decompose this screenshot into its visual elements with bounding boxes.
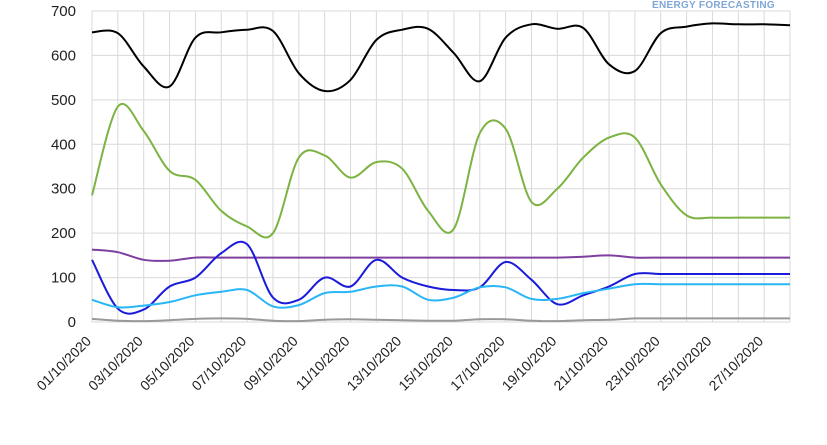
series-line-4 [91,240,790,315]
y-tick-label: 200 [51,225,76,242]
x-tick-label: 03/10/2020 [85,333,146,394]
x-tick-label: 23/10/2020 [602,333,663,394]
y-tick-label: 700 [51,3,76,20]
x-tick-label: 07/10/2020 [188,333,249,394]
grid [91,10,791,323]
series-line-1 [91,22,791,93]
x-tick-label: 19/10/2020 [499,333,560,394]
y-tick-label: 0 [68,314,76,331]
x-tick-label: 13/10/2020 [343,333,404,394]
y-tick-label: 500 [51,92,76,109]
x-tick-label: 25/10/2020 [654,333,715,394]
series-lines [91,22,791,323]
y-tick-label: 300 [51,181,76,198]
y-tick-label: 600 [51,47,76,64]
x-tick-label: 21/10/2020 [550,333,611,394]
x-tick-label: 15/10/2020 [395,333,456,394]
x-tick-label: 17/10/2020 [447,333,508,394]
x-tick-label: 05/10/2020 [137,333,198,394]
watermark: ENERGY FORECASTING [652,0,775,11]
y-axis-ticks: 0 100 200 300 400 500 600 700 [51,3,76,331]
series-line-2 [91,103,790,239]
series-line-5 [91,282,790,309]
series-line-3 [91,248,790,262]
x-tick-label: 27/10/2020 [705,333,766,394]
x-tick-label: 01/10/2020 [33,333,94,394]
x-tick-label: 09/10/2020 [240,333,301,394]
x-axis-ticks: 01/10/202003/10/202005/10/202007/10/2020… [33,333,766,394]
y-tick-label: 400 [51,136,76,153]
y-tick-label: 100 [51,270,76,287]
series-line-6 [91,317,790,323]
